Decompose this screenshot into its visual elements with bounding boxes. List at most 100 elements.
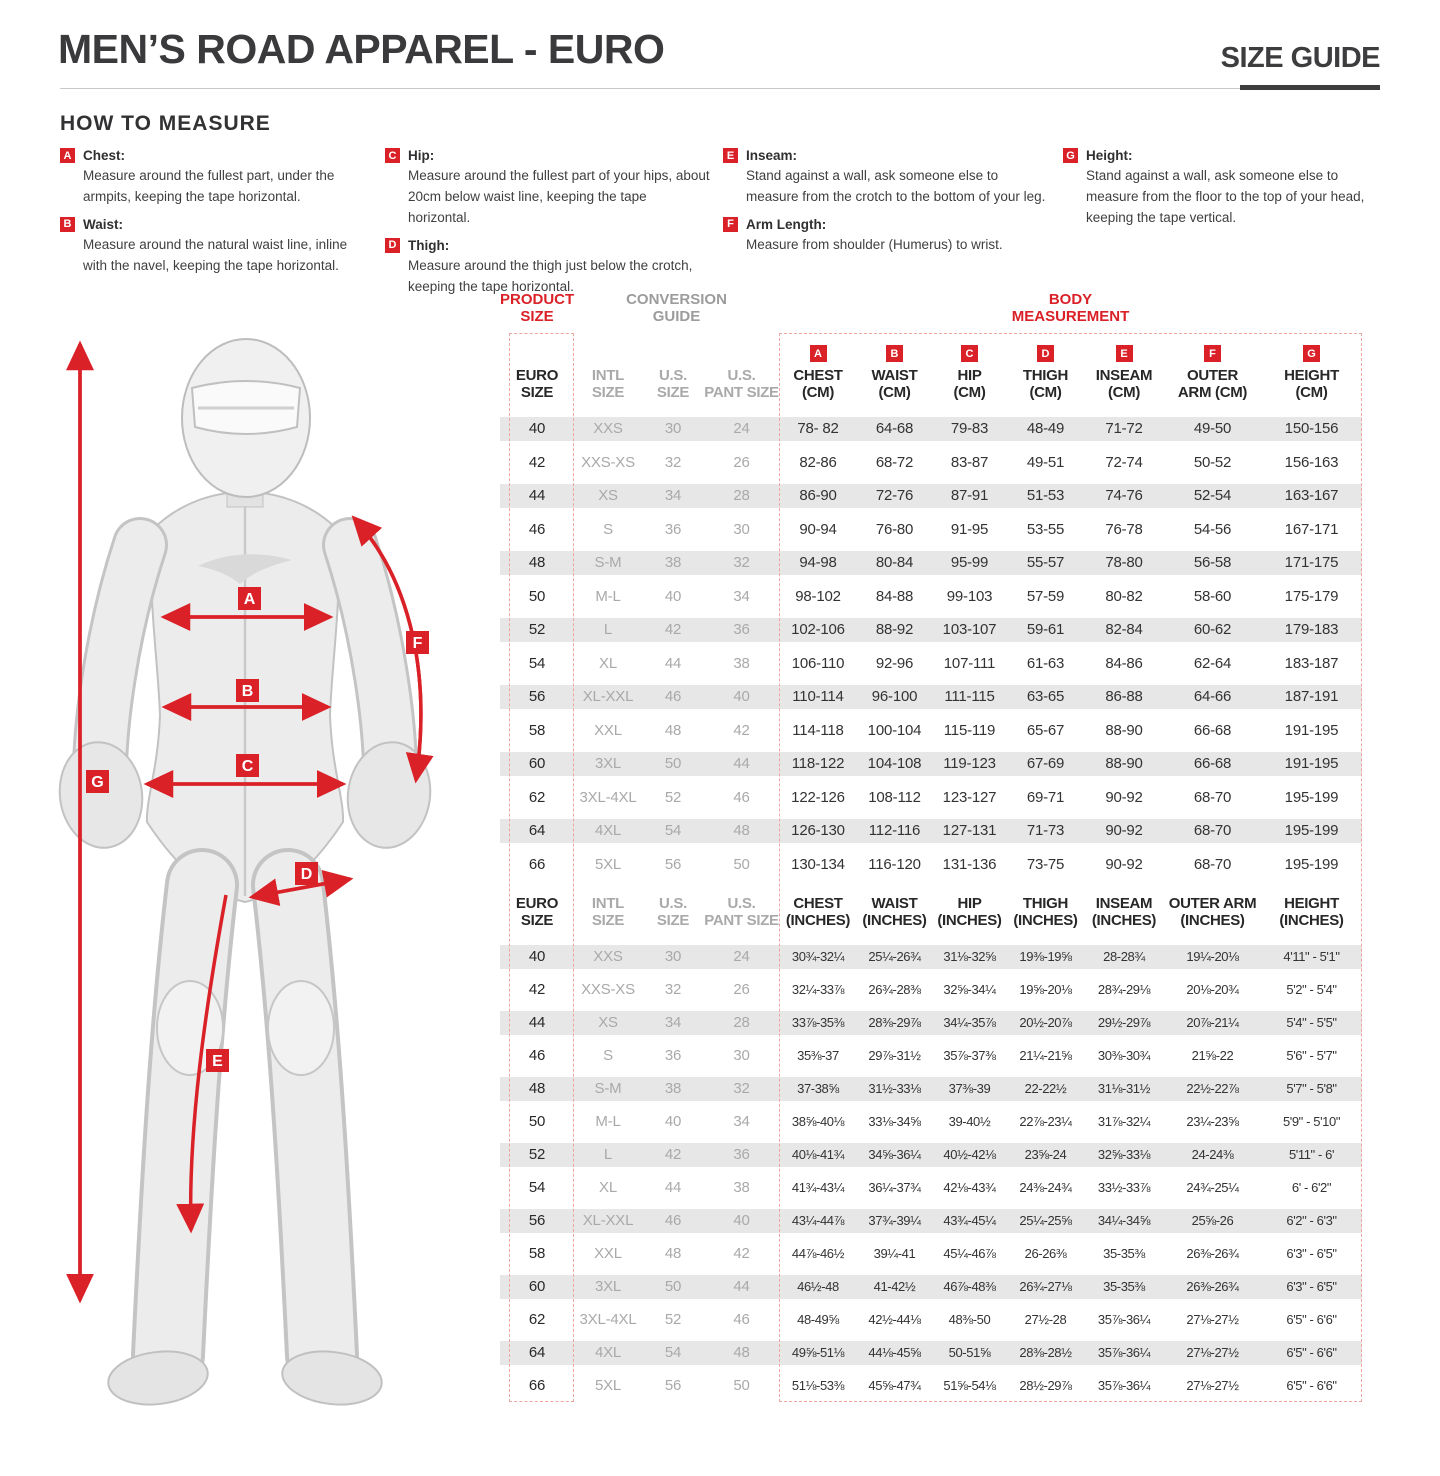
chest-cell: 40⅛-41¾: [791, 1147, 845, 1162]
column-header: D THIGH (CM): [1007, 333, 1084, 412]
svg-text:G: G: [91, 774, 103, 791]
us-pant-size-cell: 40: [733, 1212, 750, 1229]
thigh-cell: 25¼-25⅝: [1019, 1213, 1072, 1228]
us-size-cell: 32: [664, 453, 682, 471]
inseam-cell: 86-88: [1105, 688, 1143, 706]
us-pant-size-cell: 50: [733, 1377, 750, 1394]
us-size-cell: 50: [664, 755, 682, 773]
table-row: 50 M-L 40 34 98-102 84-88 99-103 57-59 8…: [500, 580, 1362, 614]
intl-size-cell: S: [603, 520, 613, 538]
inseam-cell: 88-90: [1105, 755, 1143, 773]
us-size-cell: 54: [664, 1344, 682, 1361]
us-pant-size-cell: 32: [733, 1080, 750, 1097]
waist-cell: 68-72: [875, 453, 914, 471]
euro-size-cell: 60: [528, 1278, 546, 1295]
table-row: 54 XL 44 38 41¾-43¼ 36¼-37¾ 42⅛-43¾ 24⅜-…: [500, 1171, 1362, 1204]
intl-size-cell: S-M: [594, 1080, 622, 1097]
waist-cell: 44⅛-45⅝: [868, 1345, 921, 1360]
hip-cell: 48⅜-50: [948, 1312, 991, 1327]
outer-arm-cell: 21⅝-22: [1191, 1048, 1234, 1063]
us-pant-size-cell: 24: [733, 948, 750, 965]
outer-arm-cell: 20⅞-21¼: [1186, 1015, 1239, 1030]
hip-cell: 87-91: [950, 487, 989, 505]
outer-arm-cell: 66-68: [1193, 721, 1232, 739]
us-pant-size-cell: 30: [733, 520, 750, 538]
us-pant-size-cell: 28: [733, 487, 750, 505]
conversion-guide-label: CONVERSION GUIDE: [626, 291, 727, 325]
intl-size-cell: XL-XXL: [582, 688, 634, 706]
height-cell: 195-199: [1284, 855, 1339, 873]
measure-description: Measure around the fullest part of your …: [408, 168, 710, 225]
outer-arm-cell: 68-70: [1193, 788, 1232, 806]
chest-cell: 130-134: [791, 855, 845, 873]
chest-cell: 98-102: [795, 587, 841, 605]
table-row: 56 XL-XXL 46 40 43¼-44⅞ 37¾-39¼ 43¾-45¼ …: [500, 1204, 1362, 1237]
inseam-cell: 35-35⅜: [1103, 1279, 1145, 1294]
table-row: 54 XL 44 38 106-110 92-96 107-111 61-63 …: [500, 647, 1362, 681]
table-row: 46 S 36 30 35⅜-37 29⅞-31½ 35⅞-37⅜ 21¼-21…: [500, 1039, 1362, 1072]
us-size-cell: 30: [664, 948, 682, 965]
waist-cell: 76-80: [875, 520, 914, 538]
waist-cell: 31½-33⅛: [868, 1081, 921, 1096]
euro-size-cell: 66: [528, 1377, 546, 1394]
us-size-cell: 42: [664, 1146, 682, 1163]
how-to-measure-heading: HOW TO MEASURE: [60, 112, 271, 135]
thigh-cell: 59-61: [1026, 621, 1065, 639]
measure-letter-chip: B: [60, 216, 75, 232]
euro-size-cell: 40: [528, 420, 546, 438]
table-row: 44 XS 34 28 33⅞-35⅜ 28⅜-29⅞ 34¼-35⅞ 20½-…: [500, 1006, 1362, 1039]
height-cell: 187-191: [1284, 688, 1339, 706]
hip-cell: 46⅞-48⅜: [943, 1279, 996, 1294]
measure-description: Measure around the thigh just below the …: [408, 257, 693, 294]
hip-cell: 107-111: [943, 654, 996, 672]
size-figure-illustration: A B C D E F G: [40, 330, 490, 1471]
measure-item: A Chest: Measure around the fullest part…: [60, 148, 385, 208]
intl-size-cell: L: [603, 621, 613, 639]
height-cell: 163-167: [1284, 487, 1339, 505]
column-header: EURO SIZE: [515, 367, 559, 401]
waist-cell: 100-104: [867, 721, 922, 739]
thigh-cell: 28⅜-28½: [1019, 1345, 1072, 1360]
inseam-cell: 80-82: [1105, 587, 1143, 605]
us-pant-size-cell: 30: [733, 1047, 750, 1064]
us-pant-size-cell: 44: [733, 755, 750, 773]
measure-letter-chip: F: [1204, 345, 1221, 362]
intl-size-cell: 3XL-4XL: [579, 1311, 637, 1328]
thigh-cell: 63-65: [1026, 688, 1065, 706]
inseam-cell: 72-74: [1105, 453, 1143, 471]
chest-cell: 126-130: [791, 822, 845, 840]
us-size-cell: 48: [664, 721, 682, 739]
inseam-cell: 84-86: [1105, 654, 1143, 672]
us-pant-size-cell: 26: [733, 981, 750, 998]
waist-cell: 42½-44⅛: [868, 1312, 921, 1327]
height-cell: 5'9" - 5'10": [1282, 1114, 1341, 1129]
table-row: 46 S 36 30 90-94 76-80 91-95 53-55 76-78…: [500, 513, 1362, 547]
outer-arm-cell: 50-52: [1193, 453, 1232, 471]
measure-description: Measure from shoulder (Humerus) to wrist…: [746, 236, 1003, 252]
hip-cell: 37⅜-39: [948, 1081, 991, 1096]
outer-arm-cell: 68-70: [1193, 855, 1232, 873]
chest-cell: 51⅛-53⅜: [791, 1378, 845, 1393]
us-size-cell: 54: [664, 822, 682, 840]
chest-cell: 122-126: [791, 788, 845, 806]
height-cell: 6'5" - 6'6": [1286, 1345, 1337, 1360]
waist-cell: 92-96: [875, 654, 914, 672]
intl-size-cell: 3XL-4XL: [579, 788, 637, 806]
thigh-cell: 28½-29⅞: [1019, 1378, 1072, 1393]
figure-chip-A: A: [238, 587, 261, 610]
outer-arm-cell: 66-68: [1193, 755, 1232, 773]
us-size-cell: 34: [664, 487, 682, 505]
intl-size-cell: XXL: [594, 1245, 622, 1262]
height-cell: 175-179: [1284, 587, 1339, 605]
measure-term: Height:: [1086, 148, 1133, 163]
outer-arm-cell: 23¼-23⅝: [1186, 1114, 1239, 1129]
chest-cell: 102-106: [791, 621, 845, 639]
chest-cell: 118-122: [791, 755, 845, 773]
inseam-cell: 90-92: [1105, 855, 1143, 873]
table-row: 60 3XL 50 44 118-122 104-108 119-123 67-…: [500, 747, 1362, 781]
euro-size-cell: 56: [528, 688, 546, 706]
height-cell: 5'11" - 6': [1288, 1147, 1335, 1162]
waist-cell: 41-42½: [873, 1279, 916, 1294]
euro-size-cell: 50: [528, 587, 546, 605]
height-cell: 4'11" - 5'1": [1283, 949, 1340, 964]
